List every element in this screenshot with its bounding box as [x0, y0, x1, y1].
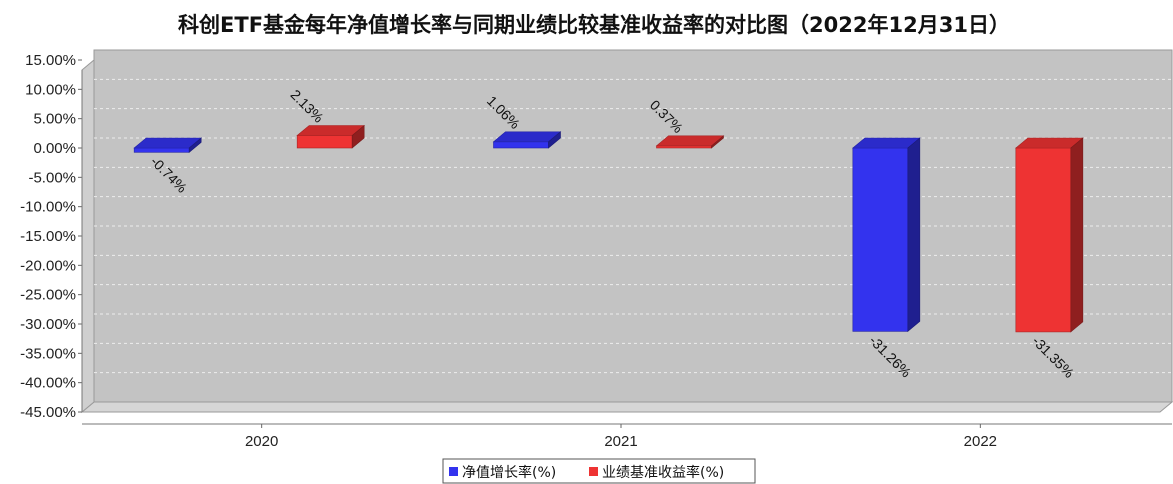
x-tick-label: 2021	[604, 433, 637, 450]
y-tick-label: -5.00%	[28, 169, 76, 186]
y-tick-label: -40.00%	[20, 375, 76, 392]
y-tick-label: 0.00%	[33, 140, 76, 157]
y-tick-label: -15.00%	[20, 228, 76, 245]
chart-title: 科创ETF基金每年净值增长率与同期业绩比较基准收益率的对比图（2022年12月3…	[178, 13, 1010, 37]
bar-side	[711, 135, 724, 149]
bar-benchmark-2022	[1015, 137, 1084, 333]
bar-nav-growth-2022	[852, 137, 921, 333]
plot-floor	[80, 401, 1173, 413]
plot-back-wall	[93, 49, 1173, 403]
y-tick-label: 10.00%	[25, 81, 76, 98]
bar-benchmark-2020	[296, 124, 365, 149]
bar-benchmark-2021	[655, 135, 725, 149]
bar-front	[656, 145, 712, 149]
y-tick-label: 15.00%	[25, 52, 76, 69]
bar-side	[907, 137, 921, 333]
bar-side	[188, 137, 202, 153]
bar-nav-growth-2020	[133, 137, 202, 153]
y-tick-label: -35.00%	[20, 345, 76, 362]
y-tick-label: -25.00%	[20, 287, 76, 304]
y-tick-label: -45.00%	[20, 404, 76, 421]
legend-box	[442, 458, 756, 484]
y-tick-label: -20.00%	[20, 257, 76, 274]
bar-front	[133, 147, 190, 153]
y-tick-label: 5.00%	[33, 111, 76, 128]
bar-front	[296, 135, 353, 149]
x-axis: 2020 2021 2022	[82, 423, 1172, 450]
x-tick-label: 2022	[964, 433, 997, 450]
legend-swatch	[589, 467, 598, 476]
y-axis: 15.00% 10.00% 5.00% 0.00% -5.00% -10.00% -15.0…	[20, 52, 83, 421]
legend-label: 净值增长率(%)	[462, 464, 556, 481]
bar-side	[1070, 137, 1084, 333]
y-tick-label: -30.00%	[20, 316, 76, 333]
legend-label: 业绩基准收益率(%)	[602, 464, 724, 481]
legend-swatch	[449, 467, 458, 476]
plot-left-wall	[81, 58, 95, 414]
y-tick-label: -10.00%	[20, 199, 76, 216]
bar-front	[1015, 147, 1072, 333]
bar-front	[852, 147, 909, 332]
bar-front	[493, 141, 549, 149]
bar-side	[351, 124, 365, 149]
legend: 净值增长率(%) 业绩基准收益率(%)	[442, 458, 756, 484]
bar-side	[548, 131, 561, 149]
x-tick-label: 2020	[245, 433, 278, 450]
plot-area	[80, 49, 1173, 414]
bar-nav-growth-2021	[492, 131, 562, 149]
